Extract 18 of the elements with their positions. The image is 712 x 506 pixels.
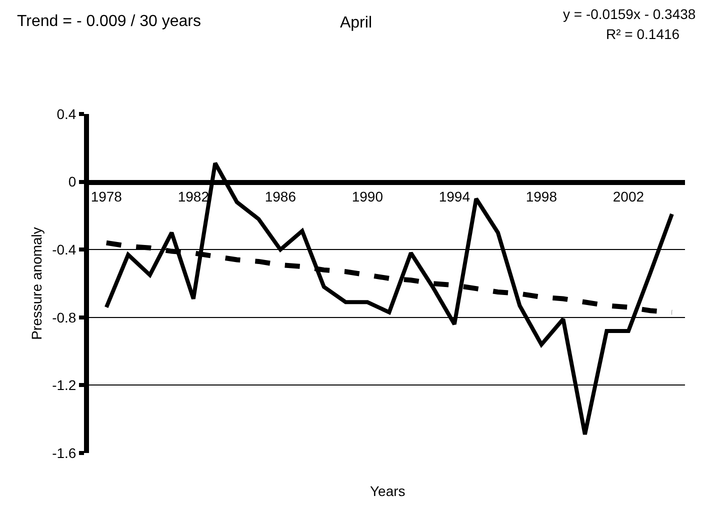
- x-tick-label: 1986: [264, 188, 296, 205]
- text: Trend = - 0.009 / 30 years: [17, 13, 201, 30]
- text: y = -0.0159x - 0.3438: [563, 6, 696, 22]
- y-tick-label: -0.4: [52, 242, 76, 258]
- text: R² = 0.1416: [606, 26, 680, 42]
- y-tick-label: 0: [68, 174, 76, 190]
- y-tick-label: 0.4: [56, 106, 76, 122]
- chart-title: April: [340, 14, 372, 32]
- x-tick-label: 1994: [438, 188, 470, 205]
- x-tick-label: 1998: [526, 188, 558, 205]
- x-tick-label: 2002: [612, 188, 644, 205]
- y-tick-label: -1.2: [52, 377, 76, 394]
- y-tick-label: -0.8: [52, 309, 76, 326]
- y-axis-title: Pressure anomaly: [28, 227, 45, 340]
- x-tick-label: 1978: [90, 188, 122, 205]
- x-axis-title: Years: [370, 483, 406, 499]
- y-tick-label: -1.6: [52, 444, 76, 461]
- x-tick-label: 1990: [352, 188, 384, 205]
